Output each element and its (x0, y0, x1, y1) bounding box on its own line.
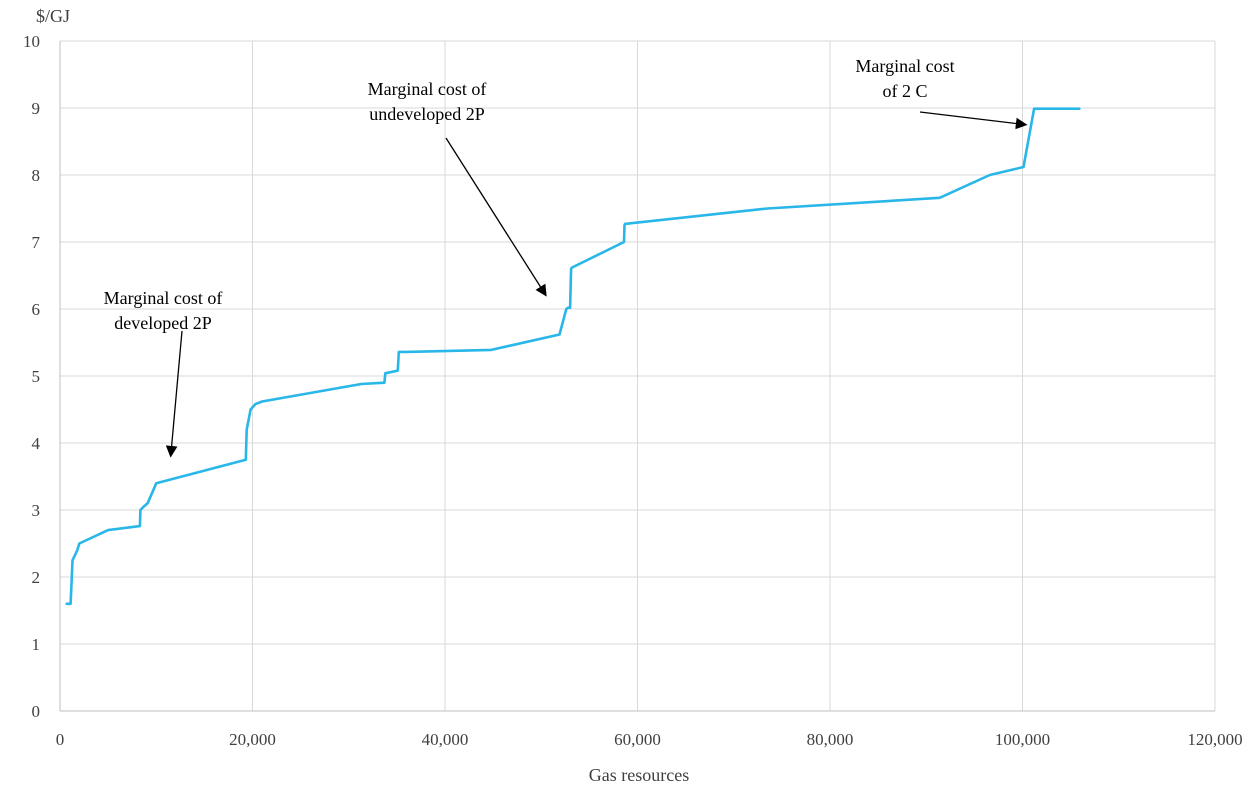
x-tick-label: 100,000 (995, 730, 1050, 749)
y-tick-label: 7 (32, 233, 41, 252)
x-tick-label: 80,000 (807, 730, 854, 749)
annotations: Marginal cost of developed 2P Marginal cos… (104, 56, 1028, 458)
x-tick-label: 0 (56, 730, 65, 749)
y-tick-label: 3 (32, 501, 41, 520)
axes: 0 1 2 3 4 5 6 7 8 9 10 0 20,000 40,000 60,000 80,000 100… (23, 32, 1243, 749)
y-tick-label: 0 (32, 702, 41, 721)
annotation-arrow (445, 137, 547, 297)
x-tick-label: 20,000 (229, 730, 276, 749)
x-tick-label: 120,000 (1187, 730, 1242, 749)
annotation-arrow (919, 111, 1028, 130)
y-tick-label: 9 (32, 99, 41, 118)
y-tick-label: 6 (32, 300, 41, 319)
annotation-label: Marginal cost of undeveloped 2P (368, 79, 487, 124)
y-tick-label: 10 (23, 32, 40, 51)
y-tick-label: 4 (32, 434, 41, 453)
y-tick-label: 2 (32, 568, 41, 587)
x-tick-label: 40,000 (422, 730, 469, 749)
gridlines (60, 40, 1216, 711)
y-tick-label: 8 (32, 166, 41, 185)
y-tick-label: 5 (32, 367, 41, 386)
y-axis-label: $/GJ (36, 6, 70, 26)
cost-curve-line (65, 107, 1081, 606)
annotation-arrow (165, 330, 183, 458)
annotation-label: Marginal cost of developed 2P (104, 288, 223, 333)
x-tick-label: 60,000 (614, 730, 661, 749)
annotation-label: Marginal cost of 2 C (855, 56, 954, 101)
series-layer (65, 107, 1081, 606)
y-tick-label: 1 (32, 635, 41, 654)
x-axis-label: Gas resources (589, 765, 689, 785)
